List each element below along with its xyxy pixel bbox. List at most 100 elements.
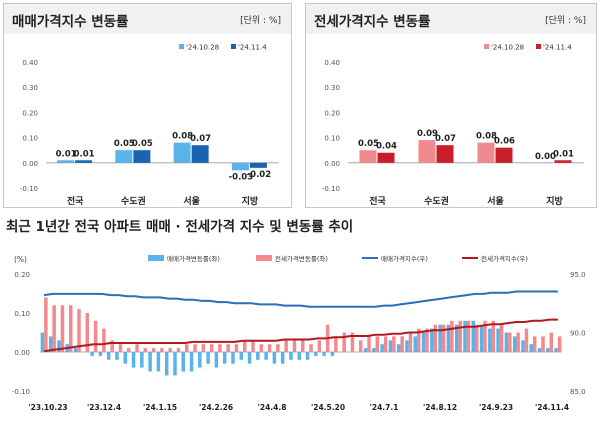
trend-jeonse-bar <box>77 309 81 352</box>
trend-legend-label: 매매가격지수(우) <box>381 254 428 263</box>
trend-jeonse-bar <box>201 344 206 352</box>
jeonse-bar <box>477 142 495 163</box>
jeonse-y-tick-label: 0.10 <box>324 135 340 143</box>
trend-jeonse-bar <box>127 348 131 352</box>
trend-x-tick-label: '24.11.4 <box>535 403 569 412</box>
trend-sale-bar <box>57 340 61 352</box>
trend-jeonse-bar <box>557 336 562 352</box>
sale-change-panel: 매매가격지수 변동률 [단위 : %] 0.40 0.30 0.20 0.10 0.00… <box>3 3 292 208</box>
trend-sale-bar <box>247 352 252 364</box>
sale-bar-chart: 0.40 0.30 0.20 0.10 0.00 -0.10 '24.10.28 '24.11… <box>20 44 279 207</box>
sale-y-tick-label: -0.10 <box>20 185 38 193</box>
trend-sale-bar <box>521 340 525 352</box>
sale-legend-label: '24.10.28 <box>186 44 219 52</box>
trend-jeonse-bar <box>176 348 181 352</box>
trend-jeonse-bar <box>93 320 98 352</box>
sale-y-tick-label: 0.40 <box>22 59 38 67</box>
trend-jeonse-bar <box>151 348 156 352</box>
trend-sale-bar <box>529 344 533 352</box>
trend-jeonse-bar <box>276 344 280 352</box>
trend-sale-bar <box>396 344 401 352</box>
trend-jeonse-bar <box>185 344 189 352</box>
trend-sale-bar <box>446 324 451 352</box>
trend-jeonse-bar <box>44 297 48 352</box>
trend-sale-bar <box>512 336 517 352</box>
trend-sale-bar <box>289 352 293 360</box>
trend-jeonse-bar <box>85 313 90 352</box>
trend-jeonse-bar <box>458 320 462 352</box>
trend-sale-bar <box>488 328 492 352</box>
trend-jeonse-bar <box>383 336 388 352</box>
jeonse-data-label: 0.04 <box>376 142 397 152</box>
sale-bar <box>249 162 267 168</box>
trend-jeonse-bar <box>549 332 554 352</box>
sale-data-label: -0.02 <box>247 170 272 180</box>
trend-chart-title: 최근 1년간 전국 아파트 매매 · 전세가격 지수 및 변동률 추이 <box>6 219 354 235</box>
trend-jeonse-bar <box>60 305 65 352</box>
trend-jeonse-bar <box>234 344 239 352</box>
jeonse-y-tick-label: -0.10 <box>322 185 340 193</box>
trend-sale-bar <box>546 348 550 352</box>
sale-y-tick-label: 0.30 <box>22 84 38 92</box>
trend-left-tick-label: 0.20 <box>14 271 30 279</box>
trend-sale-bar <box>206 352 210 364</box>
sale-panel-unit: [단위 : %] <box>240 16 281 26</box>
trend-sale-bar <box>372 348 376 352</box>
jeonse-legend-swatch <box>536 44 541 49</box>
sale-category-label: 수도권 <box>121 195 146 207</box>
trend-jeonse-bar <box>408 332 413 352</box>
jeonse-bar <box>436 145 454 163</box>
trend-x-tick-label: '24.5.20 <box>311 403 345 412</box>
trend-jeonse-bar <box>69 305 73 352</box>
trend-jeonse-bar <box>52 305 56 352</box>
trend-sale-bar <box>231 352 235 364</box>
sale-bar <box>75 160 93 163</box>
trend-jeonse-bar <box>102 328 106 352</box>
trend-sale-bar <box>198 352 202 368</box>
trend-sale-bar <box>322 352 326 356</box>
trend-sale-bar <box>173 352 177 376</box>
jeonse-data-label: 0.08 <box>476 132 497 142</box>
sale-bar <box>115 150 133 163</box>
trend-jeonse-bar <box>508 332 512 352</box>
trend-sale-bar <box>181 352 185 372</box>
jeonse-y-tick-label: 0.30 <box>324 84 340 92</box>
trend-x-tick-label: '23.12.4 <box>87 403 121 412</box>
trend-jeonse-bar <box>475 324 479 352</box>
trend-sale-bar <box>504 332 509 352</box>
sale-data-label: 0.01 <box>56 149 77 159</box>
trend-sale-bar <box>115 352 119 360</box>
trend-sale-bar <box>554 348 558 352</box>
jeonse-data-label: 0.00 <box>535 152 556 162</box>
sale-bar <box>133 150 151 163</box>
trend-right-tick-label: 95.0 <box>570 271 586 279</box>
trend-sale-bar <box>405 340 409 352</box>
trend-sale-bar <box>98 352 103 356</box>
sale-y-tick-label: 0.00 <box>22 160 38 168</box>
trend-sale-bar <box>131 352 136 368</box>
trend-jeonse-bar <box>334 336 338 352</box>
trend-sale-bar <box>496 328 500 352</box>
trend-legend-label: 전세가격지수(우) <box>481 254 528 263</box>
trend-sale-bar <box>40 332 45 352</box>
jeonse-data-label: 0.07 <box>435 134 456 144</box>
trend-jeonse-bar <box>226 344 230 352</box>
sale-data-label: 0.08 <box>172 132 193 142</box>
trend-sale-bar <box>189 352 194 372</box>
trend-legend-swatch <box>148 255 164 261</box>
trend-jeonse-bar <box>168 348 172 352</box>
jeonse-legend-label: '24.11.4 <box>543 44 572 52</box>
jeonse-bar-chart: 0.40 0.30 0.20 0.10 0.00 -0.10 '24.10.28 '24.11… <box>322 44 584 207</box>
trend-sale-bar <box>479 324 484 352</box>
trend-jeonse-bar <box>342 332 346 352</box>
sale-bar <box>57 160 75 163</box>
jeonse-panel-header: 전세가격지수 변동률 [단위 : %] <box>306 4 596 34</box>
trend-x-tick-label: '24.2.26 <box>199 403 233 412</box>
trend-jeonse-bar <box>243 340 247 352</box>
trend-jeonse-bar <box>417 328 421 352</box>
jeonse-data-label: 0.05 <box>358 139 379 149</box>
trend-jeonse-bar <box>541 336 545 352</box>
trend-sale-bar <box>330 352 335 356</box>
jeonse-panel-unit: [단위 : %] <box>545 16 586 26</box>
sale-data-label: 0.05 <box>132 139 153 149</box>
